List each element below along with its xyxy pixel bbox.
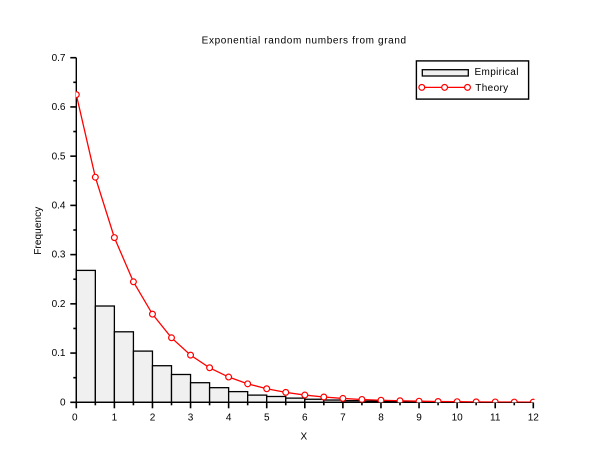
svg-text:7: 7	[340, 413, 346, 424]
svg-text:11: 11	[490, 413, 501, 424]
svg-text:0.1: 0.1	[52, 348, 66, 359]
svg-text:3: 3	[188, 413, 194, 424]
svg-text:2: 2	[150, 413, 156, 424]
svg-text:8: 8	[378, 413, 384, 424]
svg-text:0: 0	[60, 397, 66, 408]
svg-text:10: 10	[452, 413, 464, 424]
svg-text:Empirical: Empirical	[475, 67, 519, 78]
svg-text:0.2: 0.2	[52, 299, 66, 310]
svg-text:4: 4	[226, 413, 232, 424]
svg-text:9: 9	[416, 413, 422, 424]
svg-text:Frequency: Frequency	[33, 207, 44, 255]
svg-text:12: 12	[528, 413, 540, 424]
svg-text:1: 1	[112, 413, 118, 424]
svg-text:0.3: 0.3	[52, 250, 66, 261]
svg-text:0.5: 0.5	[52, 151, 66, 162]
svg-text:Theory: Theory	[475, 83, 508, 94]
svg-text:Exponential random numbers fro: Exponential random numbers from grand	[202, 35, 407, 46]
svg-text:X: X	[300, 431, 307, 442]
svg-text:5: 5	[264, 413, 270, 424]
svg-text:6: 6	[302, 413, 308, 424]
svg-text:0.4: 0.4	[52, 200, 66, 211]
svg-text:0.6: 0.6	[52, 102, 66, 113]
svg-text:0: 0	[72, 413, 78, 424]
svg-text:0.7: 0.7	[52, 53, 66, 64]
